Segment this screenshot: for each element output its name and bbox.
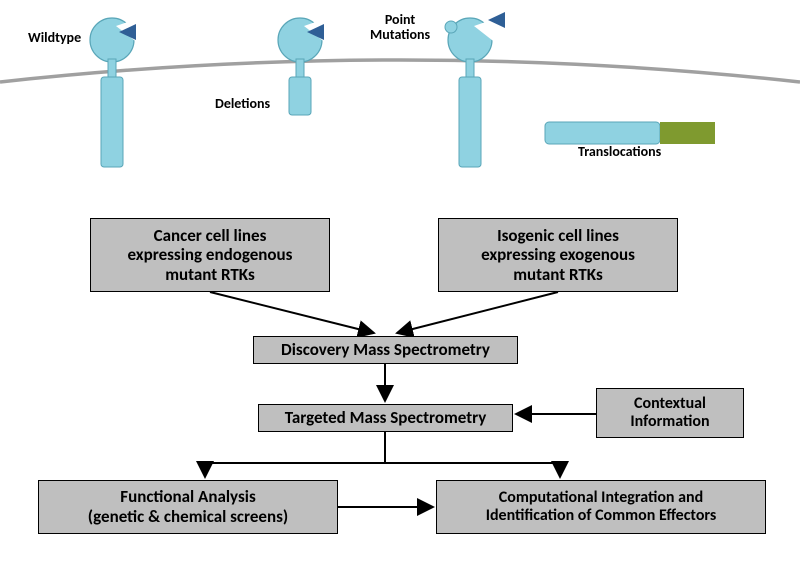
- box-targeted-ms: Targeted Mass Spectrometry: [258, 404, 513, 432]
- box-contextual: Contextual Information: [596, 388, 744, 438]
- label-translocations: Translocations: [578, 144, 661, 159]
- label-wildtype: Wildtype: [28, 30, 81, 45]
- box-functional: Functional Analysis (genetic & chemical …: [38, 480, 338, 534]
- box-isogenic-lines: Isogenic cell lines expressing exogenous…: [438, 218, 678, 292]
- box-cancer-lines: Cancer cell lines expressing endogenous …: [90, 218, 330, 292]
- box-computational: Computational Integration and Identifica…: [436, 480, 766, 534]
- label-deletions: Deletions: [215, 96, 270, 111]
- label-point-mutations: Point Mutations: [370, 12, 430, 43]
- box-discovery-ms: Discovery Mass Spectrometry: [253, 336, 518, 364]
